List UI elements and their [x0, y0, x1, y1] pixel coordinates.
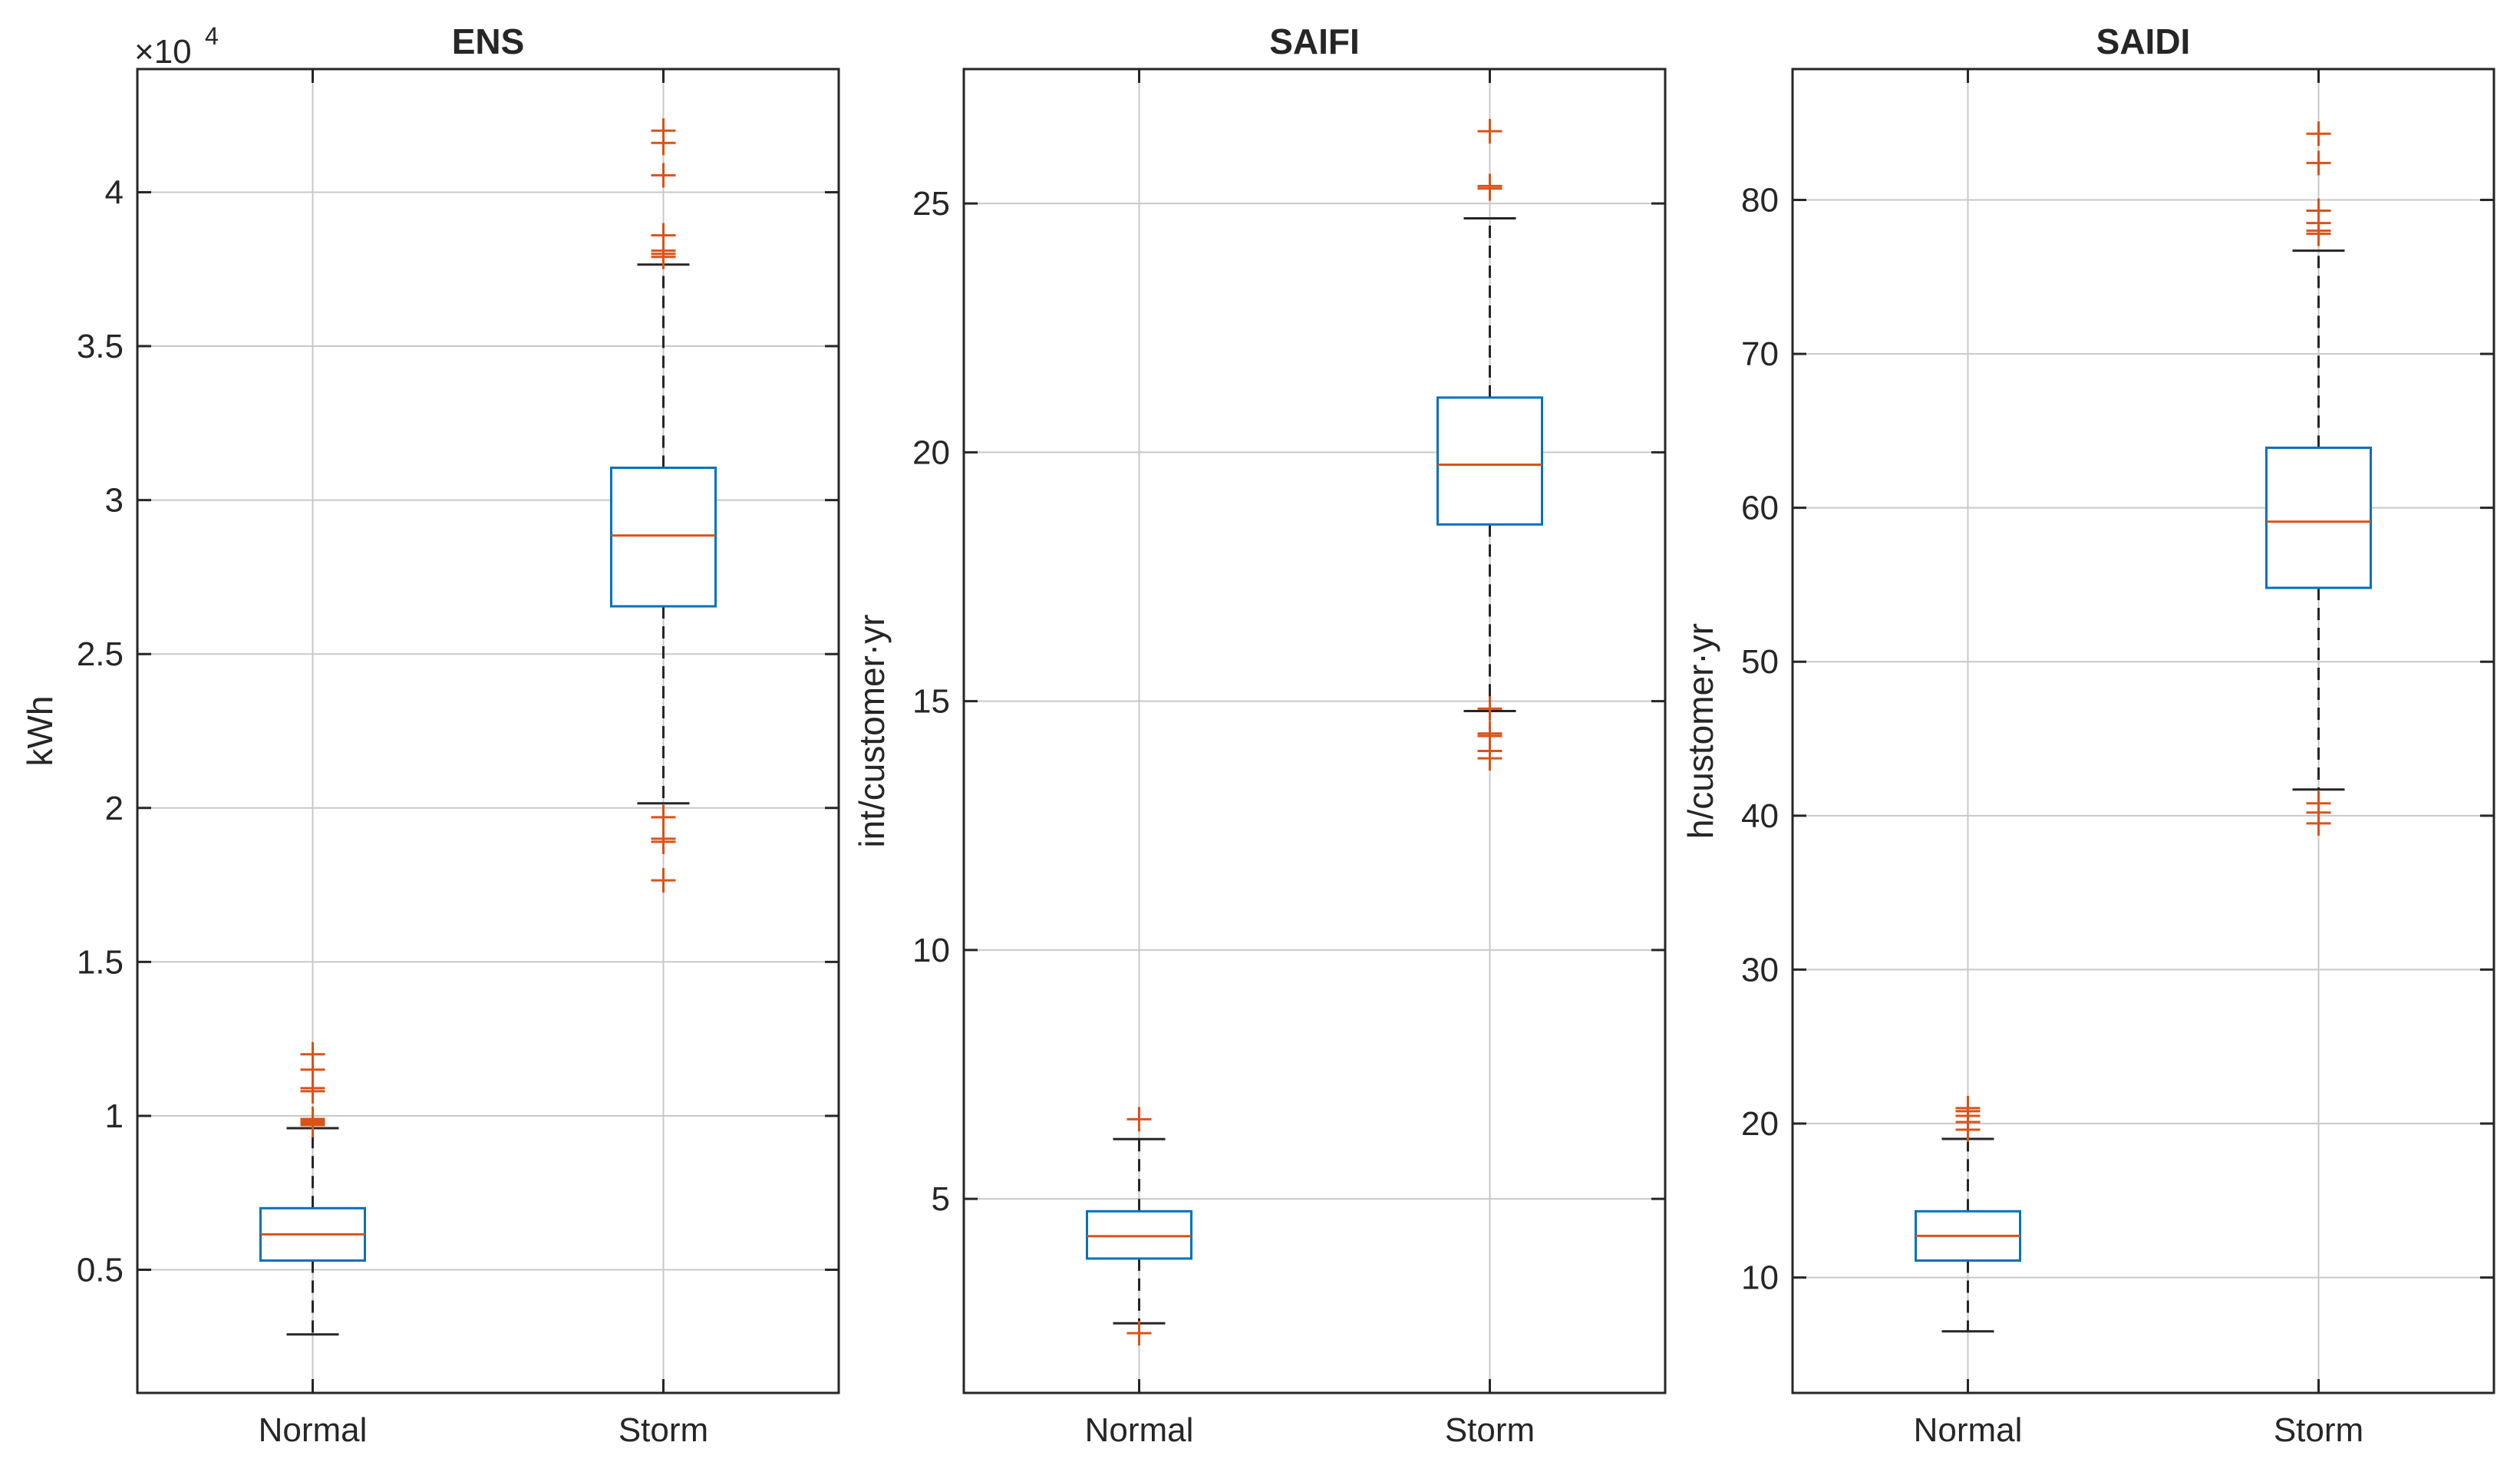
outlier-marker [651, 223, 676, 248]
x-tick-label-normal: Normal [1085, 1411, 1194, 1449]
outlier-marker [1477, 696, 1502, 721]
box-storm [610, 118, 717, 893]
y-tick-label: 3.5 [77, 328, 124, 365]
outlier-marker [300, 1041, 325, 1067]
outlier-marker [300, 1106, 325, 1131]
axis-exponent-label: ×10 [134, 33, 192, 71]
outlier-marker [651, 118, 676, 144]
outlier-marker [1955, 1095, 1981, 1120]
axis-exponent-power: 4 [205, 22, 219, 50]
box-storm [2265, 121, 2372, 836]
y-tick-label: 20 [912, 434, 950, 471]
outlier-marker [651, 804, 676, 830]
x-tick-label-storm: Storm [1445, 1411, 1535, 1449]
outlier-marker [2306, 790, 2331, 816]
y-tick-label: 3 [105, 482, 124, 520]
y-tick-label: 40 [1741, 797, 1779, 835]
chart-title: SAIDI [2096, 21, 2191, 61]
y-tick-label: 1 [105, 1097, 124, 1135]
y-tick-label: 0.5 [77, 1252, 124, 1289]
chart-title: ENS [452, 21, 525, 61]
y-tick-label: 20 [1741, 1105, 1779, 1143]
iqr-box [2265, 446, 2372, 589]
iqr-box [1086, 1210, 1192, 1260]
outlier-marker [1477, 119, 1502, 144]
outlier-marker [1126, 1107, 1152, 1132]
y-tick-label: 2.5 [77, 635, 124, 673]
y-tick-label: 4 [105, 173, 124, 211]
box-normal [1086, 1107, 1192, 1346]
x-tick-label-normal: Normal [259, 1411, 368, 1449]
outlier-marker [651, 868, 676, 893]
outlier-marker [2306, 198, 2331, 223]
y-tick-label: 30 [1741, 951, 1779, 988]
y-tick-label: 15 [912, 683, 950, 721]
outlier-marker [651, 826, 676, 851]
y-tick-label: 25 [912, 185, 950, 223]
x-tick-label-storm: Storm [618, 1411, 708, 1449]
chart-panel-saidi: 10 20 30 40 50 60 70 80 Normal Storm SAIDI h/custom… [1681, 21, 2495, 1449]
chart-panel-saifi: 5 10 15 20 25 Normal Storm SAIFI int/customer·yr [852, 21, 1667, 1449]
y-tick-label: 50 [1741, 643, 1779, 681]
outlier-marker [1126, 1321, 1152, 1346]
y-tick-label: 1.5 [77, 943, 124, 981]
y-tick-label: 80 [1741, 181, 1779, 219]
box-storm [1436, 119, 1543, 771]
y-tick-label: 10 [1741, 1259, 1779, 1297]
outlier-marker [651, 163, 676, 188]
chart-panel-ens: 0.5 1 1.5 2 2.5 3 3.5 4 Normal Storm ENS kWh ×10 4 [20, 21, 840, 1449]
y-tick-label: 5 [932, 1180, 950, 1218]
y-tick-label: 70 [1741, 335, 1779, 373]
iqr-box [1436, 396, 1543, 526]
x-tick-label-storm: Storm [2274, 1411, 2363, 1449]
box-normal [1915, 1095, 2021, 1333]
axes-frame [1791, 68, 2495, 1394]
axes-frame [136, 68, 840, 1394]
x-tick-label-normal: Normal [1914, 1411, 2023, 1449]
y-tick-label: 60 [1741, 490, 1779, 527]
outlier-marker [1477, 721, 1502, 746]
outlier-marker [1477, 173, 1502, 199]
axes-frame [962, 68, 1667, 1394]
chart-title: SAIFI [1269, 21, 1360, 61]
y-axis-label: kWh [20, 696, 60, 767]
box-normal [259, 1041, 366, 1336]
y-tick-label: 2 [105, 790, 124, 827]
y-axis-label: int/customer·yr [852, 614, 892, 847]
outlier-marker [2306, 121, 2331, 147]
iqr-box [610, 467, 717, 608]
outlier-marker [2306, 150, 2331, 176]
y-axis-label: h/customer·yr [1681, 623, 1720, 839]
y-tick-label: 10 [912, 932, 950, 969]
